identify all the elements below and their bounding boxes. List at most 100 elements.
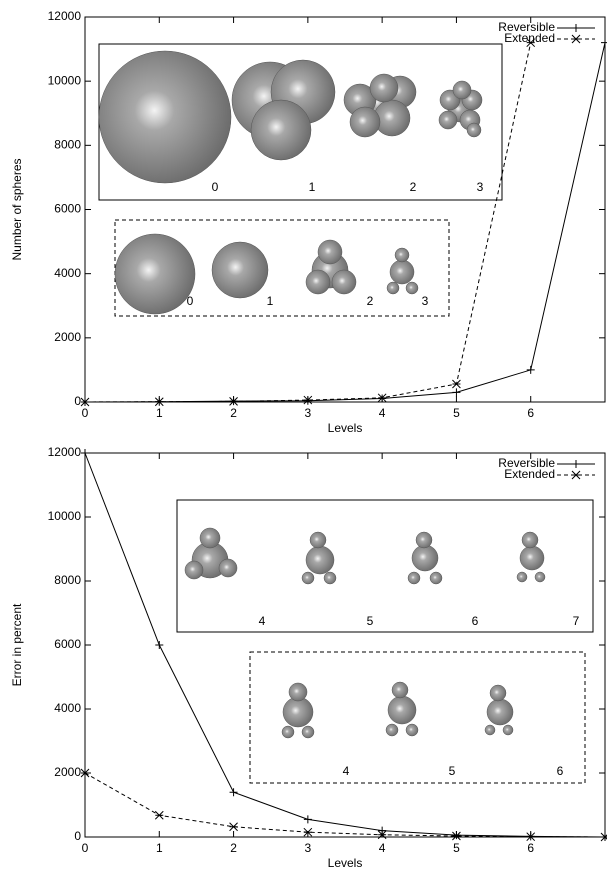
inset-label: 1 xyxy=(267,294,274,308)
x-axis-label: Levels xyxy=(328,421,363,435)
y-tick-label: 0 xyxy=(74,829,81,843)
legend-label: Extended xyxy=(504,467,555,481)
inset-label: 2 xyxy=(367,294,374,308)
legend-marker xyxy=(572,24,580,32)
x-tick-label: 0 xyxy=(82,841,89,855)
x-tick-label: 5 xyxy=(453,841,460,855)
inset-model xyxy=(283,697,313,727)
inset-label: 4 xyxy=(259,614,266,628)
inset-label: 6 xyxy=(557,764,564,778)
x-axis-label: Levels xyxy=(328,856,363,870)
point-marker xyxy=(304,815,312,823)
inset-label: 3 xyxy=(477,180,484,194)
inset-model xyxy=(535,572,545,582)
inset-model xyxy=(310,532,326,548)
point-marker xyxy=(452,388,460,396)
inset-model xyxy=(306,546,334,574)
inset-label: 3 xyxy=(422,294,429,308)
inset-model xyxy=(487,699,513,725)
x-tick-label: 0 xyxy=(82,406,89,420)
inset-model xyxy=(439,111,457,129)
y-tick-label: 4000 xyxy=(54,701,81,715)
x-tick-label: 6 xyxy=(527,406,534,420)
y-tick-label: 10000 xyxy=(48,509,82,523)
point-marker xyxy=(230,823,238,831)
point-marker xyxy=(155,811,163,819)
legend-label: Extended xyxy=(504,31,555,45)
inset-label: 0 xyxy=(187,294,194,308)
inset-model xyxy=(332,270,356,294)
inset-model xyxy=(395,248,409,262)
figure: 0200040006000800010000120000123456Levels… xyxy=(0,0,607,872)
inset-model xyxy=(522,532,538,548)
inset-model xyxy=(387,282,399,294)
inset-label: 2 xyxy=(410,180,417,194)
inset-model xyxy=(302,726,314,738)
y-tick-label: 8000 xyxy=(54,573,81,587)
x-tick-label: 4 xyxy=(379,841,386,855)
inset-model xyxy=(282,726,294,738)
legend-marker xyxy=(572,471,580,479)
x-tick-label: 3 xyxy=(305,406,312,420)
y-tick-label: 8000 xyxy=(54,138,81,152)
x-tick-label: 5 xyxy=(453,406,460,420)
y-tick-label: 0 xyxy=(74,394,81,408)
inset-model xyxy=(412,545,438,571)
inset-model xyxy=(467,123,481,137)
y-axis-label: Error in percent xyxy=(10,603,24,686)
inset-model xyxy=(350,107,380,137)
point-marker xyxy=(81,449,89,457)
y-tick-label: 2000 xyxy=(54,765,81,779)
inset-model xyxy=(212,242,268,298)
inset-model xyxy=(388,696,416,724)
x-tick-label: 2 xyxy=(230,841,237,855)
point-marker xyxy=(527,366,535,374)
inset-model xyxy=(251,100,311,160)
inset-model xyxy=(115,234,195,314)
x-tick-label: 1 xyxy=(156,406,163,420)
legend-marker xyxy=(572,35,580,43)
y-tick-label: 4000 xyxy=(54,266,81,280)
inset-model xyxy=(517,572,527,582)
inset-model xyxy=(406,282,418,294)
inset-model xyxy=(370,74,398,102)
inset-model xyxy=(406,724,418,736)
point-marker xyxy=(155,641,163,649)
inset-label: 5 xyxy=(449,764,456,778)
point-marker xyxy=(378,827,386,835)
x-tick-label: 4 xyxy=(379,406,386,420)
inset-label: 4 xyxy=(343,764,350,778)
inset-model xyxy=(503,725,513,735)
inset-model xyxy=(520,546,544,570)
inset-model xyxy=(306,270,330,294)
inset-model xyxy=(392,682,408,698)
inset-label: 0 xyxy=(212,180,219,194)
y-tick-label: 10000 xyxy=(48,73,82,87)
inset-model xyxy=(490,685,506,701)
point-marker xyxy=(601,833,607,841)
inset-model xyxy=(200,528,220,548)
inset-model xyxy=(430,572,442,584)
y-tick-label: 6000 xyxy=(54,637,81,651)
inset-model xyxy=(386,724,398,736)
inset-label: 7 xyxy=(573,614,580,628)
inset-label: 5 xyxy=(367,614,374,628)
x-tick-label: 1 xyxy=(156,841,163,855)
y-tick-label: 2000 xyxy=(54,330,81,344)
y-axis-label: Number of spheres xyxy=(10,158,24,260)
inset-model xyxy=(185,561,203,579)
y-tick-label: 12000 xyxy=(48,445,82,459)
y-tick-label: 6000 xyxy=(54,202,81,216)
inset-model xyxy=(99,51,231,183)
point-marker xyxy=(452,380,460,388)
y-tick-label: 12000 xyxy=(48,9,82,23)
point-marker xyxy=(230,788,238,796)
legend-marker xyxy=(572,460,580,468)
inset-model xyxy=(485,725,495,735)
x-tick-label: 2 xyxy=(230,406,237,420)
x-tick-label: 6 xyxy=(527,841,534,855)
inset-model xyxy=(390,260,414,284)
inset-model xyxy=(324,572,336,584)
inset-model xyxy=(453,81,471,99)
inset-model xyxy=(302,572,314,584)
